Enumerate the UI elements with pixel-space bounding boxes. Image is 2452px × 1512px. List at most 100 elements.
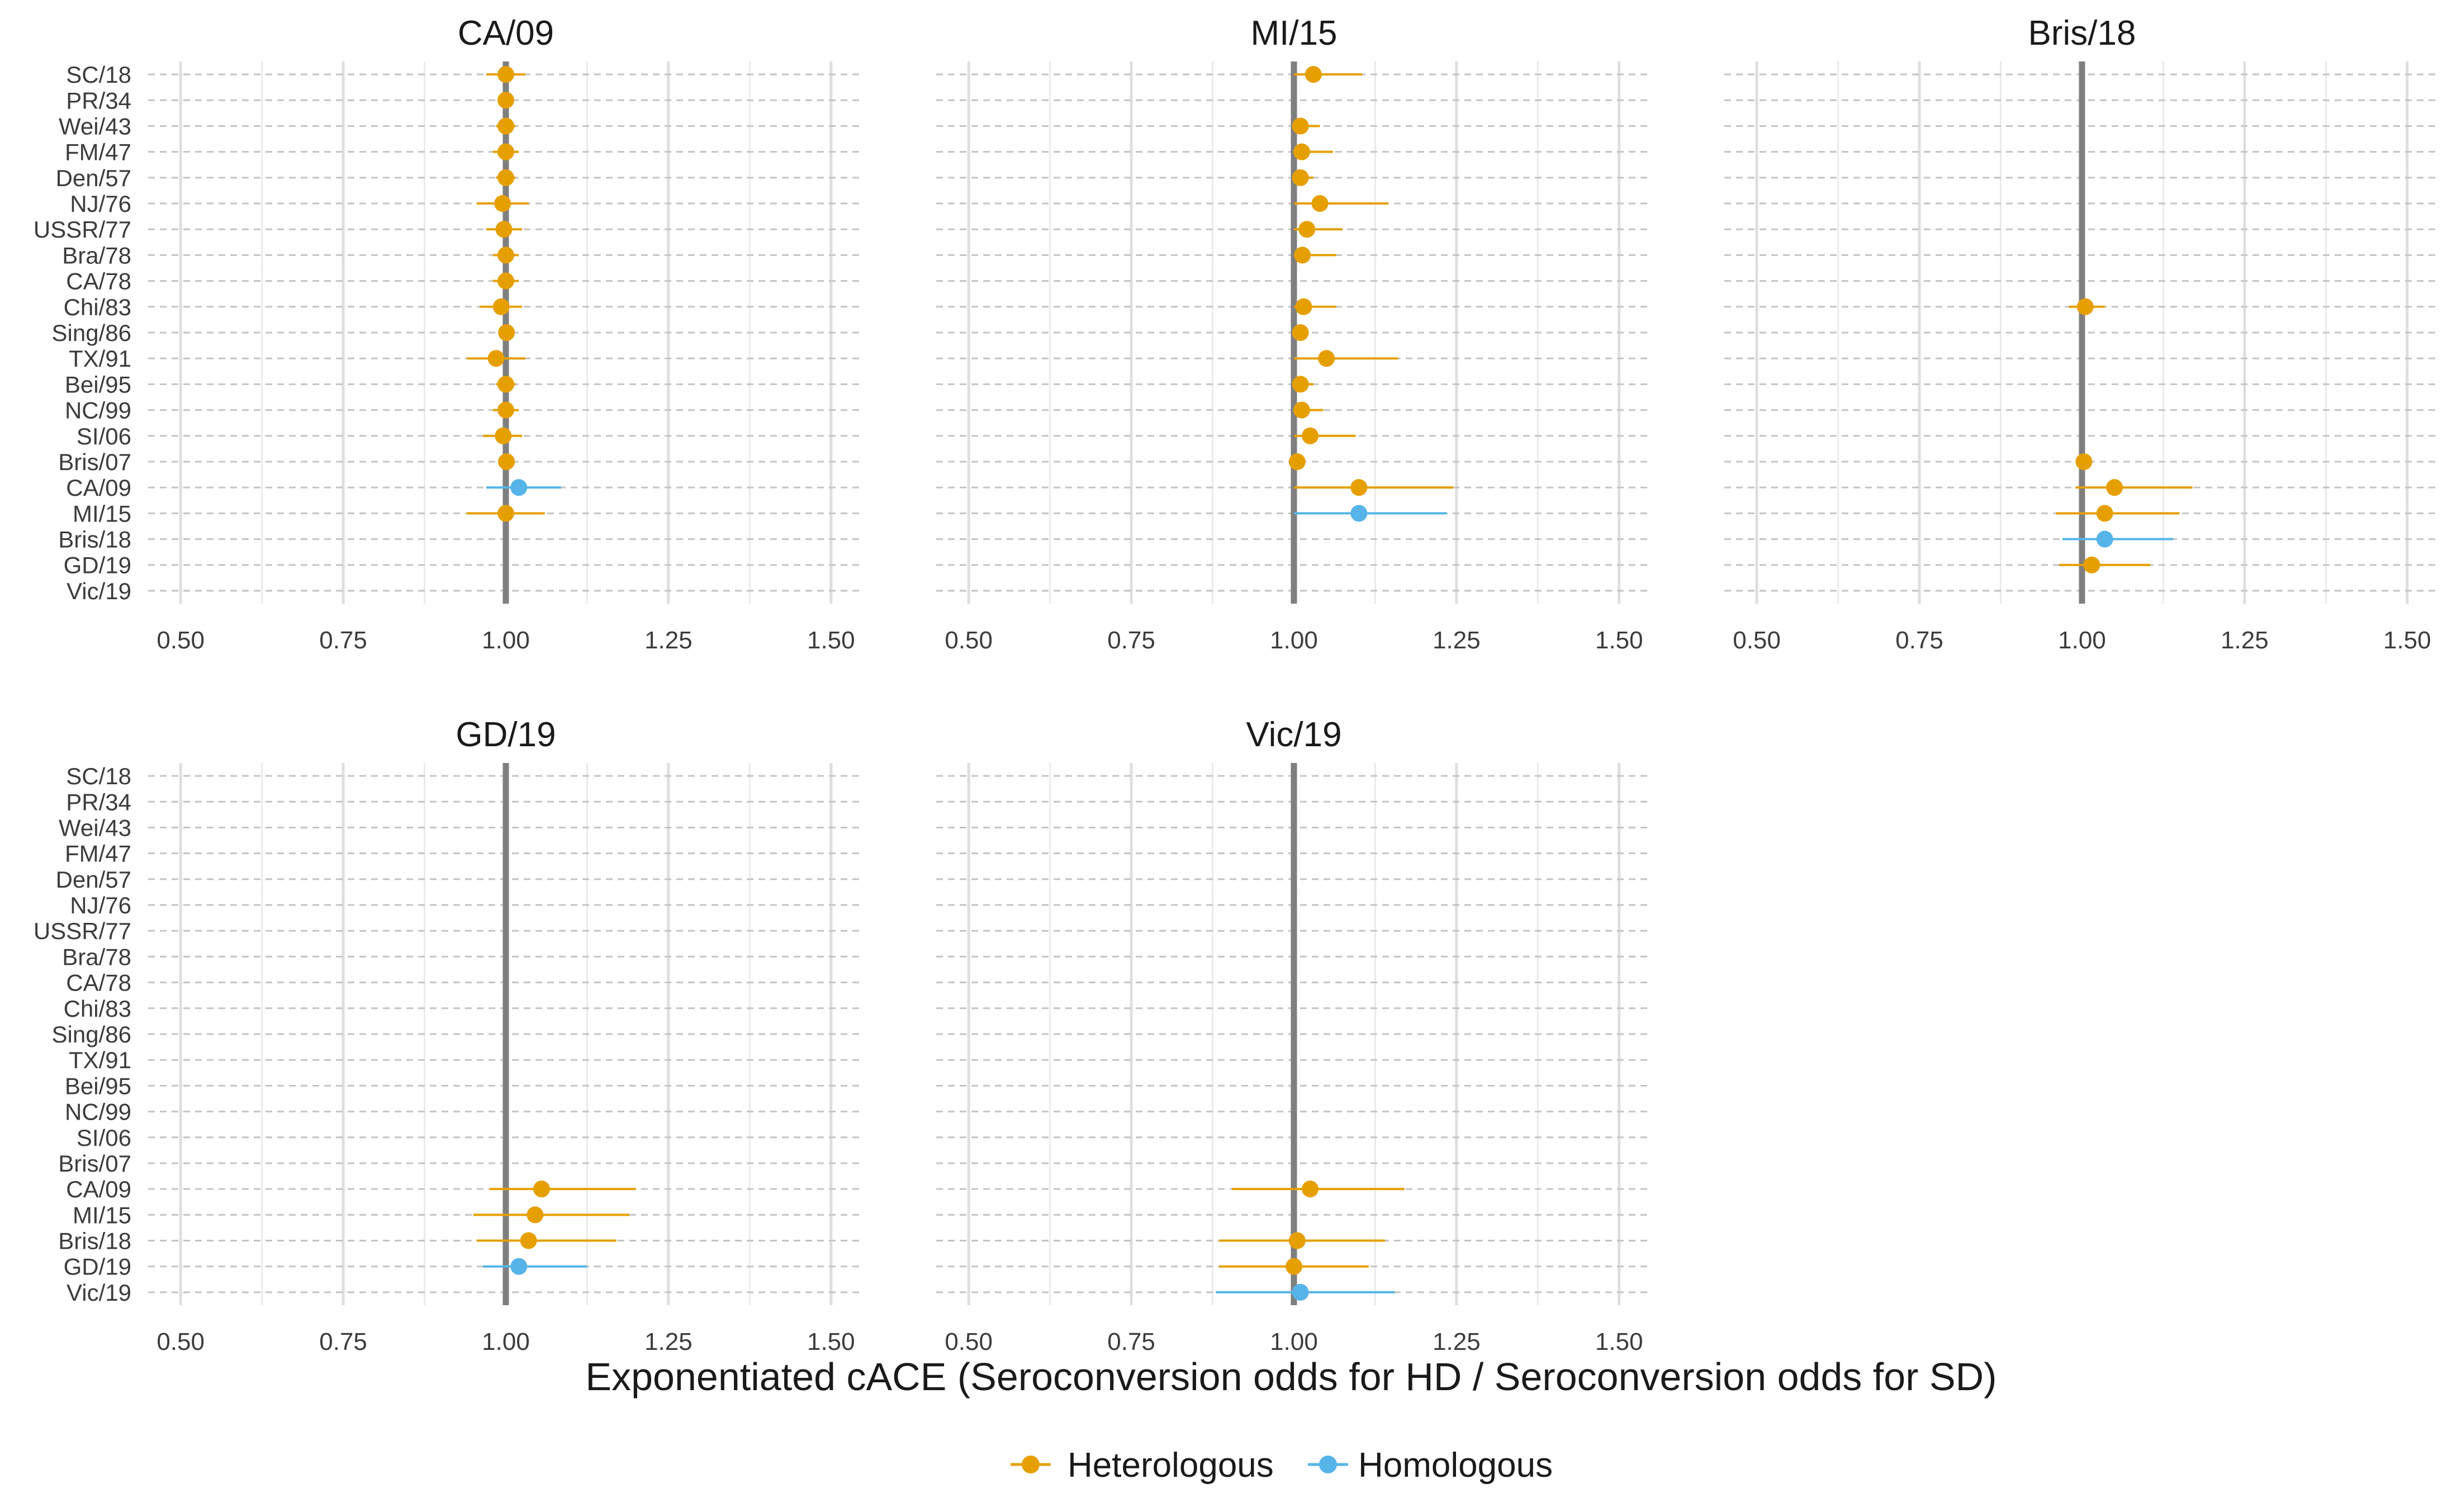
point-estimate	[1292, 117, 1309, 135]
point-estimate	[1302, 427, 1319, 444]
y-tick-label: Bei/95	[65, 1073, 131, 1099]
point-estimate	[1302, 1181, 1319, 1198]
panel-mi-15: MI/15 0.50 0.75 1.00 1.25 1.50	[936, 14, 1652, 654]
y-tick-label: Sing/86	[52, 320, 131, 346]
x-tick-label: 1.25	[2221, 627, 2269, 654]
point-estimate	[1288, 1232, 1306, 1249]
x-tick-label: 1.00	[482, 627, 530, 654]
point-estimate	[2096, 505, 2113, 522]
x-tick-label: 0.50	[156, 1328, 205, 1355]
point-estimate	[498, 324, 515, 341]
y-tick-label: Bris/07	[58, 1150, 131, 1177]
point-estimate	[2106, 479, 2123, 496]
y-tick-label: PR/34	[66, 789, 131, 815]
panel-title: Vic/19	[1246, 715, 1341, 754]
y-tick-label: Bris/18	[58, 527, 131, 553]
point-estimate	[497, 401, 514, 419]
legend: Heterologous Homologous	[1011, 1446, 1553, 1485]
y-tick-label: MI/15	[73, 500, 131, 527]
x-tick-label: 1.50	[1595, 627, 1643, 654]
point-estimate	[1292, 169, 1309, 186]
x-axis-title: Exponentiated cACE (Seroconversion odds …	[585, 1355, 1996, 1399]
panel-ca-09: CA/09 SC/18PR/34Wei/43FM/47Den/57NJ/76USS…	[34, 14, 864, 654]
point-estimate	[1293, 143, 1310, 160]
y-tick-label: USSR/77	[34, 216, 131, 243]
y-tick-label: SI/06	[77, 423, 131, 449]
y-tick-label: CA/78	[66, 970, 131, 996]
point-estimate	[1294, 247, 1311, 264]
x-tick-label: 1.00	[1270, 1328, 1318, 1355]
panel-bris-18: Bris/18 0.50 0.75 1.00 1.25 1.50	[1724, 14, 2440, 654]
point-estimate	[2096, 530, 2113, 548]
y-tick-label: SC/18	[66, 61, 131, 88]
point-estimate	[495, 427, 512, 444]
x-tick-label: 1.50	[1595, 1328, 1643, 1355]
y-tick-label: Vic/19	[67, 1279, 131, 1306]
y-tick-label: NC/99	[65, 1099, 131, 1125]
point-estimate	[1292, 324, 1309, 341]
point-estimate	[533, 1181, 550, 1198]
legend-label: Homologous	[1358, 1446, 1553, 1485]
y-tick-label: Den/57	[56, 165, 131, 191]
legend-key-point	[1319, 1456, 1337, 1473]
panel-vic-19: Vic/19 0.50 0.75 1.00 1.25 1.50	[936, 715, 1652, 1355]
y-tick-label: Bei/95	[65, 371, 131, 397]
y-tick-label: NJ/76	[70, 191, 131, 217]
y-tick-label: Bris/07	[58, 449, 131, 475]
point-estimate	[497, 66, 514, 83]
point-estimate	[497, 376, 514, 393]
panel-title: Bris/18	[2028, 14, 2136, 53]
point-estimate	[498, 453, 515, 470]
y-tick-label: GD/19	[64, 552, 131, 579]
point-estimate	[495, 221, 513, 238]
x-tick-label: 1.25	[1433, 1328, 1481, 1355]
x-tick-label: 0.75	[1107, 627, 1155, 654]
x-tick-label: 1.00	[1270, 627, 1318, 654]
point-estimate	[1350, 505, 1368, 522]
x-tick-label: 1.00	[2058, 627, 2106, 654]
x-tick-label: 1.25	[644, 627, 693, 654]
x-tick-label: 1.00	[482, 1328, 530, 1355]
y-tick-label: SC/18	[66, 763, 131, 789]
point-estimate	[497, 505, 514, 522]
y-tick-label: Bra/78	[62, 944, 131, 970]
point-estimate	[510, 479, 528, 496]
y-tick-label: CA/78	[66, 268, 131, 295]
y-tick-label: Bris/18	[58, 1228, 131, 1254]
point-estimate	[1350, 479, 1368, 496]
y-tick-label: Wei/43	[59, 814, 131, 841]
y-tick-label: PR/34	[66, 87, 131, 113]
point-estimate	[497, 169, 514, 186]
y-tick-label: Wei/43	[59, 113, 131, 139]
point-estimate	[497, 117, 514, 135]
point-estimate	[1286, 1258, 1302, 1275]
point-estimate	[494, 195, 511, 212]
y-tick-label: USSR/77	[34, 918, 131, 944]
point-estimate	[2075, 453, 2093, 470]
y-tick-label: FM/47	[65, 841, 131, 867]
point-estimate	[1295, 298, 1312, 315]
point-estimate	[1305, 66, 1322, 83]
panel-gd-19: GD/19 SC/18PR/34Wei/43FM/47Den/57NJ/76USS…	[34, 715, 864, 1355]
x-tick-label: 0.75	[319, 1328, 367, 1355]
y-tick-label: Den/57	[56, 866, 131, 893]
x-tick-label: 0.75	[1107, 1328, 1155, 1355]
x-tick-label: 1.50	[2383, 627, 2431, 654]
point-estimate	[492, 298, 510, 315]
point-estimate	[1288, 453, 1306, 470]
y-tick-label: FM/47	[65, 139, 131, 165]
point-estimate	[2083, 556, 2100, 573]
y-tick-label: Chi/83	[64, 294, 131, 320]
legend-key-point	[1022, 1456, 1040, 1473]
point-estimate	[1298, 221, 1316, 238]
point-estimate	[497, 247, 514, 264]
point-estimate	[527, 1206, 544, 1224]
y-tick-label: Sing/86	[52, 1021, 131, 1048]
panel-title: MI/15	[1250, 14, 1337, 53]
x-tick-label: 1.25	[644, 1328, 693, 1355]
point-estimate	[1318, 350, 1335, 367]
point-estimate	[510, 1258, 528, 1275]
point-estimate	[1311, 195, 1329, 212]
point-estimate	[497, 92, 514, 109]
